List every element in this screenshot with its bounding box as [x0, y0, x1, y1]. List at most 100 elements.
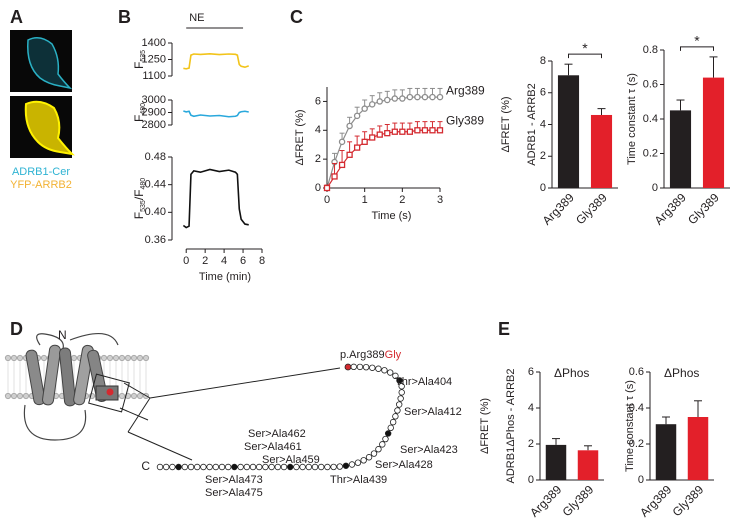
bead: [318, 463, 325, 471]
marker: [429, 93, 436, 101]
zoom-box-side: [123, 382, 151, 399]
marker: [406, 93, 414, 101]
x-tick-label: 3: [437, 194, 443, 206]
marker: [376, 131, 383, 138]
lipid: [10, 392, 18, 400]
site-label: p.Arg389Gly: [340, 349, 402, 361]
bead: [336, 463, 343, 470]
marker: [331, 173, 338, 180]
bead: [256, 463, 263, 471]
y-axis-label: F480: [132, 103, 147, 122]
x-axis-label: Time (s): [372, 210, 412, 222]
bead: [330, 463, 337, 471]
lipid: [70, 354, 78, 362]
panel-label: D: [10, 319, 23, 339]
lipid: [130, 392, 138, 400]
lipid: [22, 392, 30, 400]
subscript: 535: [140, 50, 147, 62]
marker: [346, 122, 353, 130]
zoom-box-side: [127, 397, 151, 433]
y-tick-label: 0.4: [643, 113, 658, 125]
marker: [421, 93, 429, 101]
x-tick-label: 0: [183, 255, 189, 267]
marker: [323, 184, 331, 192]
marker: [391, 128, 398, 135]
bead: [249, 463, 257, 471]
bead: [348, 461, 356, 468]
bead: [237, 463, 244, 471]
fit-line: [326, 96, 440, 189]
bead: [394, 407, 401, 414]
zoom-box: [88, 373, 130, 413]
y-tick-label: 4: [540, 118, 546, 130]
legend-label: YFP-ARRB2: [10, 179, 72, 191]
panel-label: E: [498, 319, 510, 339]
mutation-label: Ser>Ala428: [375, 459, 433, 471]
panel-label: A: [10, 7, 23, 27]
site-name: p.Arg389: [340, 349, 385, 361]
y-tick-label: 2: [540, 150, 546, 162]
lipid: [112, 354, 120, 362]
lipid: [40, 354, 48, 362]
bead: [356, 363, 364, 371]
bead: [293, 463, 300, 471]
y-tick-label: 0.2: [643, 147, 658, 159]
bar: [702, 77, 725, 188]
bead: [299, 463, 306, 471]
marker: [346, 151, 353, 158]
y-tick-label: 0: [638, 474, 644, 486]
legend-label: ADRB1-Cer: [12, 166, 70, 178]
annotation: ΔPhos: [554, 366, 589, 380]
y-tick-label: 0.4: [629, 402, 644, 414]
x-tick-label: 2: [202, 255, 208, 267]
bead: [206, 463, 213, 471]
marker: [368, 101, 376, 108]
marker: [338, 161, 346, 169]
marker: [376, 98, 383, 105]
bead: [224, 463, 232, 471]
trace: [182, 168, 249, 229]
bead: [169, 463, 176, 471]
c-terminus: C: [141, 459, 150, 473]
bead: [369, 364, 376, 371]
marker: [414, 93, 421, 101]
marker: [399, 95, 406, 102]
lipid: [136, 392, 144, 400]
mutation-label: Ser>Ala475: [205, 487, 263, 499]
cell-yfp: [24, 100, 75, 156]
bead: [274, 463, 281, 471]
bar: [655, 424, 677, 480]
y-tick-label: 8: [540, 55, 546, 67]
y-axis-label: Time constant τ (s): [624, 380, 636, 472]
y-tick-label: 0: [528, 474, 534, 486]
mutation-label: Ser>Ala459: [262, 454, 320, 466]
x-tick-label: 4: [221, 255, 227, 267]
y-tick-label: 6: [540, 87, 546, 99]
y-tick-label: 0: [315, 182, 321, 194]
marker: [361, 138, 368, 145]
trace: [183, 52, 250, 70]
series-label: Gly389: [446, 113, 484, 127]
y-tick-label: 2: [528, 438, 534, 450]
y-tick-label: 1100: [142, 70, 166, 82]
significance-bracket: [568, 53, 602, 59]
zoom-line: [127, 431, 193, 461]
x-tick-label: 2: [399, 194, 405, 206]
y-tick-label: 0: [652, 182, 658, 194]
y-tick-label: 1250: [142, 53, 166, 65]
significance: *: [694, 33, 700, 49]
bead: [231, 463, 238, 471]
panel-label: B: [118, 7, 131, 27]
bead: [386, 369, 394, 376]
mutation-label: Ser>Ala423: [400, 444, 458, 456]
loop: [69, 333, 119, 346]
lipid: [16, 354, 24, 362]
y-tick-label: 0: [540, 182, 546, 194]
bead: [243, 463, 250, 471]
label-part: F: [132, 212, 146, 219]
y-tick-label: 2: [315, 153, 321, 165]
label-part: F: [132, 62, 146, 69]
bead: [305, 463, 312, 471]
